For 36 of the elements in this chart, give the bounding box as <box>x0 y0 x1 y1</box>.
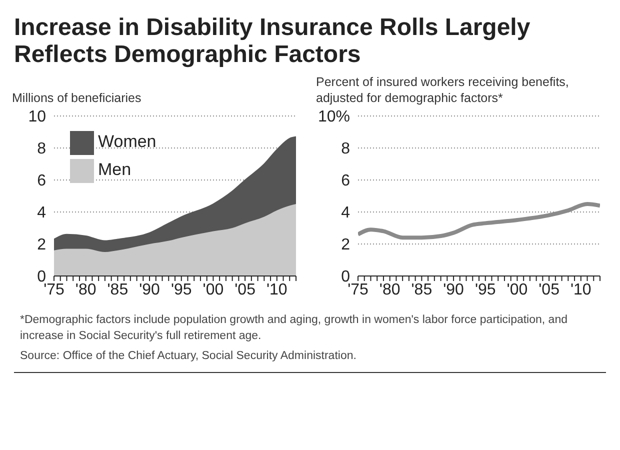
x-tick-label: '95 <box>474 281 496 298</box>
x-tick-label: '10 <box>570 281 592 298</box>
chart-title: Increase in Disability Insurance Rolls Largely Reflects Demographic Factors <box>13 13 532 70</box>
x-tick-label: '00 <box>202 281 224 298</box>
line-series <box>358 202 600 240</box>
x-tick-label: '80 <box>379 281 400 298</box>
y-tick-label: 2 <box>341 236 350 254</box>
x-tick-label: '90 <box>443 281 464 298</box>
y-axis-title: Millions of beneficiaries <box>11 90 142 106</box>
x-tick-label: '05 <box>234 281 256 298</box>
legend-label: Men <box>98 160 132 179</box>
y-tick-label: 4 <box>37 204 46 222</box>
x-tick-label: '85 <box>411 281 432 298</box>
y-tick-label: 10% <box>318 108 350 126</box>
y-tick-label: 0 <box>341 268 350 286</box>
x-tick-label: '80 <box>75 281 96 298</box>
x-tick-label: '75 <box>44 281 65 298</box>
x-tick-label: '05 <box>538 281 560 298</box>
x-tick-label: '00 <box>506 281 528 298</box>
x-tick-label: '10 <box>266 281 288 298</box>
y-tick-label: 8 <box>341 140 350 158</box>
y-tick-label: 8 <box>37 140 46 158</box>
x-tick-label: '95 <box>170 281 192 298</box>
y-tick-label: 6 <box>341 172 350 190</box>
x-tick-label: '75 <box>348 281 369 298</box>
text: *Demographic factors include population growth and aging, growth in women's labor force participation, and increase in Social Security's full retirement age. <box>20 313 568 344</box>
x-tick-label: '85 <box>107 281 128 298</box>
y-tick-label: 10 <box>28 108 46 126</box>
y-axis-title: Percent of insured workers receiving benefits, adjusted for demographic factors* <box>315 74 570 106</box>
legend-label: Women <box>98 132 156 151</box>
y-tick-label: 0 <box>37 268 46 286</box>
y-tick-label: 4 <box>341 204 350 222</box>
source-note: Source: Office of the Chief Actuary, Social Security Administration. <box>20 349 358 364</box>
x-tick-label: '90 <box>139 281 160 298</box>
y-tick-label: 6 <box>37 172 46 190</box>
y-tick-label: 2 <box>37 236 46 254</box>
